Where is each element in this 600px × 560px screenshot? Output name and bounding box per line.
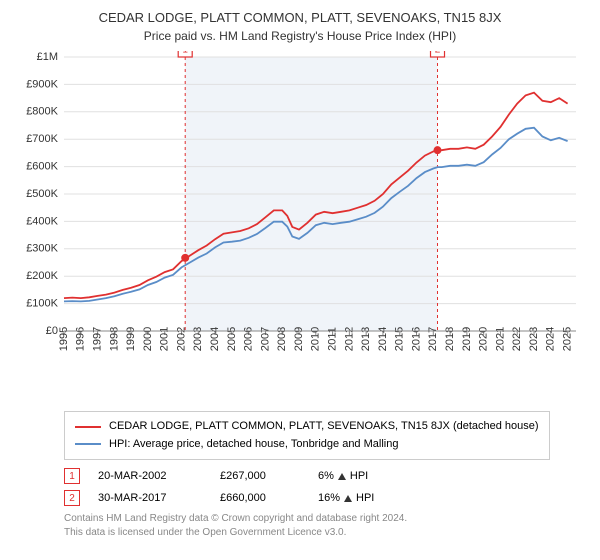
chart-container: £0 £100K £200K £300K £400K £500K £600K £700K £80… bbox=[16, 51, 584, 381]
svg-text:2006: 2006 bbox=[243, 327, 255, 351]
page-root: CEDAR LODGE, PLATT COMMON, PLATT, SEVENO… bbox=[0, 0, 600, 560]
svg-text:2010: 2010 bbox=[310, 327, 322, 351]
svg-text:2013: 2013 bbox=[360, 327, 372, 351]
svg-text:2015: 2015 bbox=[394, 327, 406, 351]
sale-row: 1 20-MAR-2002 £267,000 6%HPI bbox=[64, 468, 584, 484]
sale-price: £267,000 bbox=[220, 470, 300, 482]
svg-text:1998: 1998 bbox=[108, 327, 120, 351]
legend-swatch bbox=[75, 443, 101, 445]
svg-text:£700K: £700K bbox=[26, 133, 58, 145]
sale-row: 2 30-MAR-2017 £660,000 16%HPI bbox=[64, 490, 584, 506]
titles: CEDAR LODGE, PLATT COMMON, PLATT, SEVENO… bbox=[16, 10, 584, 43]
sale-hpi: 6%HPI bbox=[318, 470, 368, 482]
svg-text:2000: 2000 bbox=[142, 327, 154, 351]
svg-text:£1M: £1M bbox=[37, 51, 58, 63]
sale-hpi: 16%HPI bbox=[318, 492, 374, 504]
svg-text:1995: 1995 bbox=[58, 327, 70, 351]
svg-text:2016: 2016 bbox=[410, 327, 422, 351]
chart-subtitle: Price paid vs. HM Land Registry's House … bbox=[16, 29, 584, 43]
svg-text:£400K: £400K bbox=[26, 215, 58, 227]
svg-text:2: 2 bbox=[435, 51, 441, 56]
footer-line-2: This data is licensed under the Open Gov… bbox=[64, 526, 584, 540]
svg-text:2003: 2003 bbox=[192, 327, 204, 351]
svg-text:1996: 1996 bbox=[75, 327, 87, 351]
svg-text:£200K: £200K bbox=[26, 270, 58, 282]
chart-title: CEDAR LODGE, PLATT COMMON, PLATT, SEVENO… bbox=[16, 10, 584, 25]
svg-text:2014: 2014 bbox=[377, 327, 389, 351]
legend-label: CEDAR LODGE, PLATT COMMON, PLATT, SEVENO… bbox=[109, 418, 539, 436]
svg-text:2021: 2021 bbox=[494, 327, 506, 351]
legend: CEDAR LODGE, PLATT COMMON, PLATT, SEVENO… bbox=[64, 411, 550, 460]
svg-text:2002: 2002 bbox=[175, 327, 187, 351]
sale-rows: 1 20-MAR-2002 £267,000 6%HPI 2 30-MAR-2017 £66… bbox=[64, 468, 584, 506]
legend-row: CEDAR LODGE, PLATT COMMON, PLATT, SEVENO… bbox=[75, 418, 539, 436]
sale-date: 30-MAR-2017 bbox=[98, 492, 202, 504]
arrow-up-icon bbox=[344, 495, 352, 502]
sale-badge: 2 bbox=[64, 490, 80, 506]
svg-text:£900K: £900K bbox=[26, 78, 58, 90]
footer-line-1: Contains HM Land Registry data © Crown c… bbox=[64, 512, 584, 526]
svg-text:2025: 2025 bbox=[562, 327, 574, 351]
svg-text:1999: 1999 bbox=[125, 327, 137, 351]
svg-text:2024: 2024 bbox=[545, 327, 557, 351]
svg-text:2001: 2001 bbox=[159, 327, 171, 351]
svg-text:2012: 2012 bbox=[343, 327, 355, 351]
svg-text:2005: 2005 bbox=[226, 327, 238, 351]
footer-note: Contains HM Land Registry data © Crown c… bbox=[64, 512, 584, 540]
svg-text:£600K: £600K bbox=[26, 161, 58, 173]
svg-text:2023: 2023 bbox=[528, 327, 540, 351]
svg-text:2020: 2020 bbox=[478, 327, 490, 351]
sale-date: 20-MAR-2002 bbox=[98, 470, 202, 482]
svg-text:£300K: £300K bbox=[26, 243, 58, 255]
arrow-up-icon bbox=[338, 473, 346, 480]
svg-text:2022: 2022 bbox=[511, 327, 523, 351]
sale-price: £660,000 bbox=[220, 492, 300, 504]
svg-text:2007: 2007 bbox=[259, 327, 271, 351]
svg-text:2019: 2019 bbox=[461, 327, 473, 351]
line-chart: £0 £100K £200K £300K £400K £500K £600K £700K £80… bbox=[16, 51, 584, 381]
svg-text:2004: 2004 bbox=[209, 327, 221, 351]
svg-text:£100K: £100K bbox=[26, 298, 58, 310]
legend-row: HPI: Average price, detached house, Tonb… bbox=[75, 436, 539, 454]
svg-text:2008: 2008 bbox=[276, 327, 288, 351]
legend-label: HPI: Average price, detached house, Tonb… bbox=[109, 436, 398, 454]
svg-text:1997: 1997 bbox=[91, 327, 103, 351]
svg-text:2017: 2017 bbox=[427, 327, 439, 351]
svg-text:£500K: £500K bbox=[26, 188, 58, 200]
svg-text:£0: £0 bbox=[46, 325, 58, 337]
svg-text:£800K: £800K bbox=[26, 106, 58, 118]
sale-badge: 1 bbox=[64, 468, 80, 484]
svg-text:2018: 2018 bbox=[444, 327, 456, 351]
legend-swatch bbox=[75, 426, 101, 428]
svg-text:2009: 2009 bbox=[293, 327, 305, 351]
svg-text:1: 1 bbox=[182, 51, 188, 56]
